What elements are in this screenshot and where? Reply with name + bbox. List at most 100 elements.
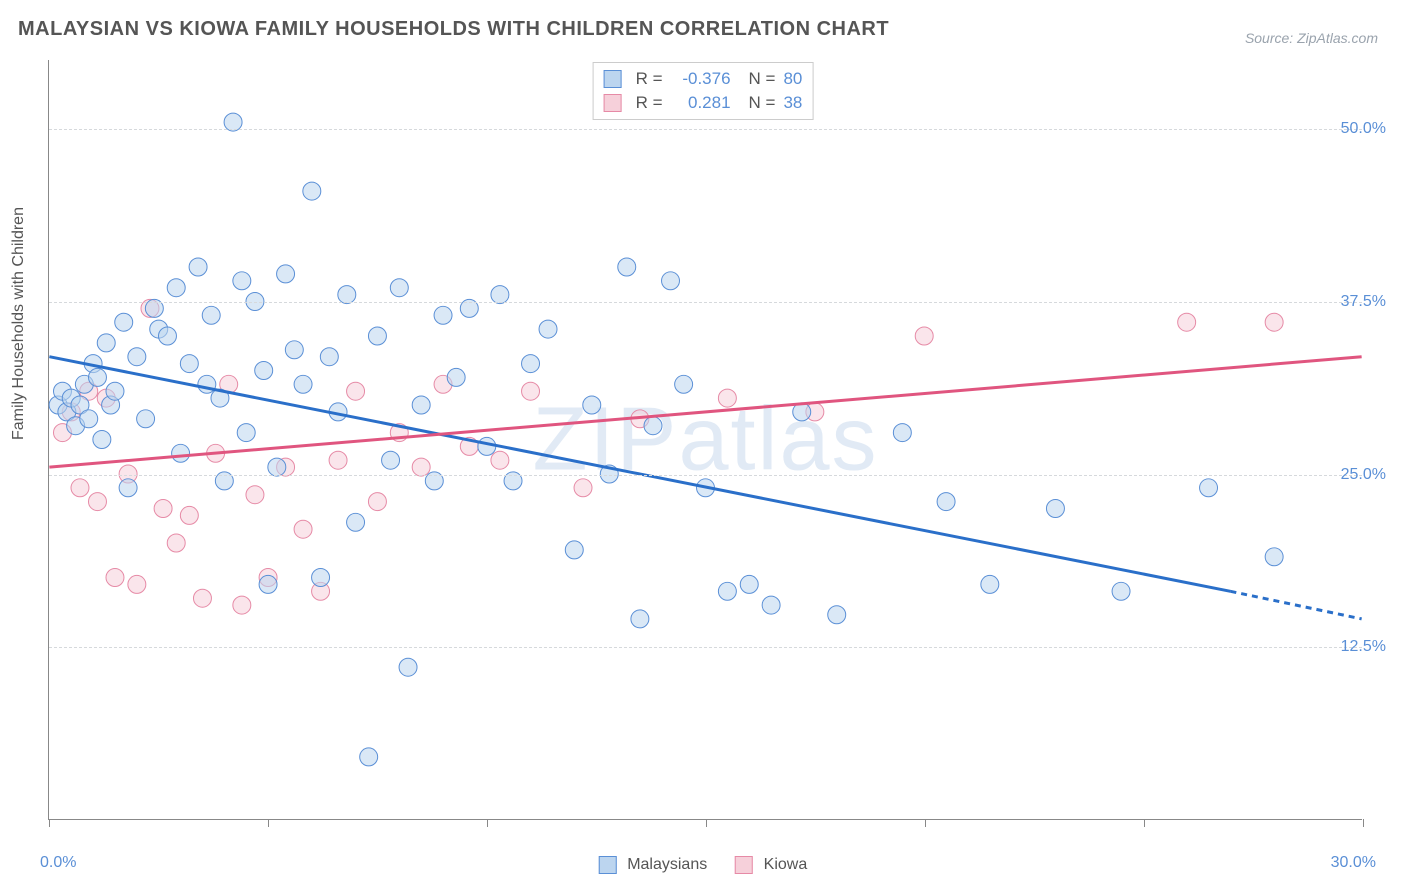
scatter-point xyxy=(1265,548,1283,566)
scatter-point xyxy=(368,327,386,345)
series-legend-label: Kiowa xyxy=(764,856,808,873)
scatter-point xyxy=(1112,582,1130,600)
scatter-point xyxy=(237,424,255,442)
scatter-point xyxy=(233,596,251,614)
x-axis-max-label: 30.0% xyxy=(1331,854,1376,872)
scatter-point xyxy=(277,265,295,283)
scatter-point xyxy=(303,182,321,200)
scatter-point xyxy=(119,479,137,497)
r-value: -0.376 xyxy=(671,67,731,91)
scatter-point xyxy=(93,431,111,449)
scatter-point xyxy=(434,306,452,324)
scatter-point xyxy=(828,606,846,624)
scatter-point xyxy=(718,389,736,407)
x-tick xyxy=(1144,819,1145,827)
scatter-point xyxy=(246,486,264,504)
correlation-legend-row: R = -0.376 N = 80 xyxy=(604,67,803,91)
scatter-point xyxy=(368,493,386,511)
scatter-point xyxy=(382,451,400,469)
scatter-point xyxy=(762,596,780,614)
scatter-point xyxy=(937,493,955,511)
source-attribution: Source: ZipAtlas.com xyxy=(1245,30,1378,46)
scatter-point xyxy=(522,355,540,373)
n-value: 80 xyxy=(783,67,802,91)
y-axis-label: Family Households with Children xyxy=(10,207,28,440)
scatter-point xyxy=(88,368,106,386)
n-label: N = xyxy=(749,91,776,115)
scatter-point xyxy=(202,306,220,324)
scatter-point xyxy=(158,327,176,345)
scatter-point xyxy=(644,417,662,435)
correlation-legend-row: R = 0.281 N = 38 xyxy=(604,91,803,115)
scatter-point xyxy=(347,382,365,400)
scatter-point xyxy=(631,610,649,628)
correlation-legend: R = -0.376 N = 80 R = 0.281 N = 38 xyxy=(593,62,814,120)
scatter-point xyxy=(893,424,911,442)
scatter-point xyxy=(662,272,680,290)
scatter-point xyxy=(189,258,207,276)
scatter-point xyxy=(320,348,338,366)
scatter-point xyxy=(565,541,583,559)
trend-line xyxy=(49,357,1361,467)
scatter-point xyxy=(491,451,509,469)
trend-line xyxy=(1230,591,1361,619)
x-tick xyxy=(925,819,926,827)
scatter-point xyxy=(259,575,277,593)
series-legend: Malaysians Kiowa xyxy=(599,856,808,874)
scatter-point xyxy=(675,375,693,393)
scatter-point xyxy=(294,375,312,393)
x-tick xyxy=(268,819,269,827)
scatter-point xyxy=(285,341,303,359)
scatter-point xyxy=(268,458,286,476)
scatter-point xyxy=(154,500,172,518)
series-legend-label: Malaysians xyxy=(627,856,707,873)
x-tick xyxy=(49,819,50,827)
scatter-point xyxy=(180,355,198,373)
scatter-point xyxy=(412,396,430,414)
series-legend-item: Kiowa xyxy=(735,856,807,874)
gridline xyxy=(49,647,1362,648)
scatter-point xyxy=(172,444,190,462)
scatter-point xyxy=(193,589,211,607)
n-label: N = xyxy=(749,67,776,91)
legend-swatch xyxy=(604,94,622,112)
scatter-point xyxy=(412,458,430,476)
scatter-point xyxy=(167,279,185,297)
scatter-point xyxy=(312,569,330,587)
scatter-point xyxy=(360,748,378,766)
scatter-point xyxy=(347,513,365,531)
gridline xyxy=(49,302,1362,303)
chart-container: MALAYSIAN VS KIOWA FAMILY HOUSEHOLDS WIT… xyxy=(0,0,1406,892)
gridline xyxy=(49,475,1362,476)
scatter-point xyxy=(255,362,273,380)
scatter-point xyxy=(574,479,592,497)
x-tick xyxy=(706,819,707,827)
scatter-point xyxy=(128,575,146,593)
scatter-point xyxy=(115,313,133,331)
x-axis-min-label: 0.0% xyxy=(40,854,76,872)
series-legend-item: Malaysians xyxy=(599,856,707,874)
scatter-point xyxy=(88,493,106,511)
scatter-point xyxy=(583,396,601,414)
scatter-point xyxy=(329,451,347,469)
scatter-point xyxy=(167,534,185,552)
scatter-point xyxy=(447,368,465,386)
scatter-point xyxy=(233,272,251,290)
gridline xyxy=(49,129,1362,130)
r-value: 0.281 xyxy=(671,91,731,115)
scatter-point xyxy=(740,575,758,593)
scatter-point xyxy=(106,569,124,587)
scatter-point xyxy=(399,658,417,676)
scatter-point xyxy=(106,382,124,400)
scatter-point xyxy=(1265,313,1283,331)
scatter-point xyxy=(718,582,736,600)
x-tick xyxy=(487,819,488,827)
scatter-point xyxy=(618,258,636,276)
n-value: 38 xyxy=(783,91,802,115)
legend-swatch xyxy=(599,856,617,874)
chart-title: MALAYSIAN VS KIOWA FAMILY HOUSEHOLDS WIT… xyxy=(18,18,889,41)
scatter-point xyxy=(1046,500,1064,518)
plot-area: ZIPatlas xyxy=(48,60,1362,820)
legend-swatch xyxy=(604,70,622,88)
scatter-point xyxy=(128,348,146,366)
